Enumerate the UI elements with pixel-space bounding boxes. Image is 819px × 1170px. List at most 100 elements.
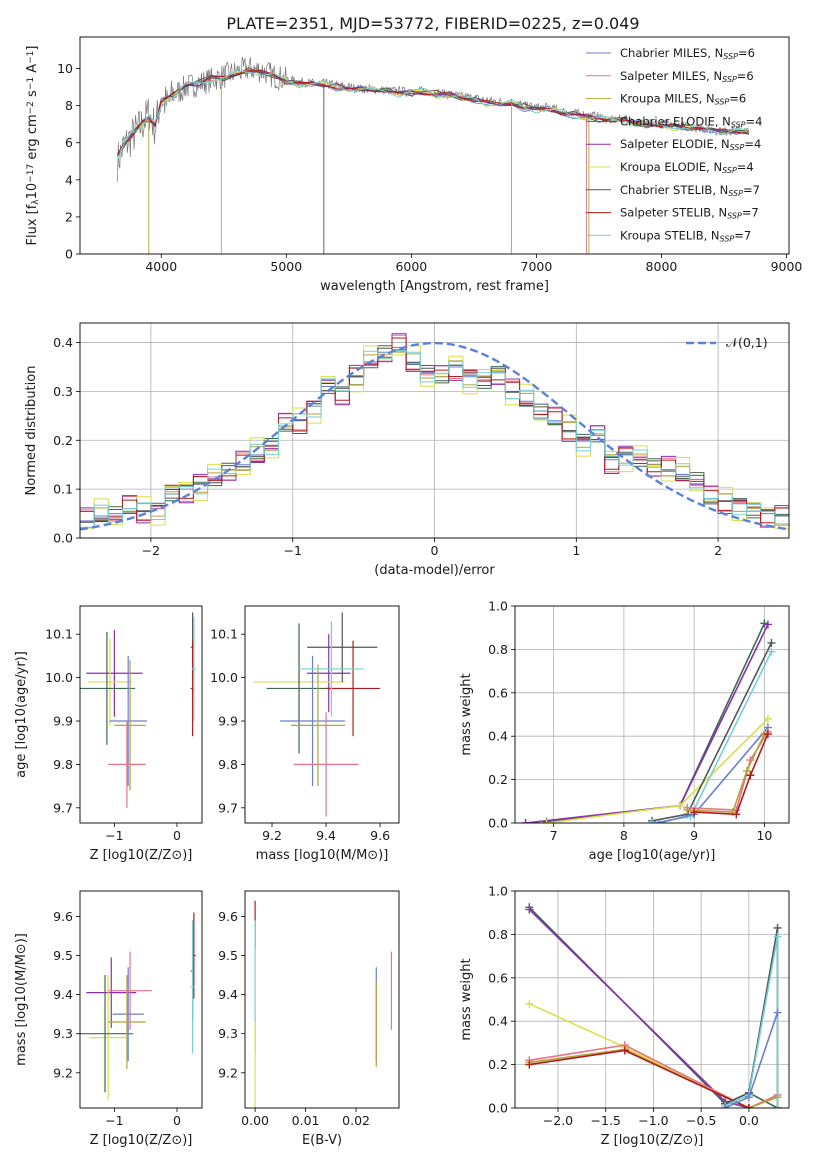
y-tick-label: 9.6	[218, 909, 238, 924]
weight-marker	[620, 1046, 629, 1055]
y-axis-label: mass weight	[459, 958, 474, 1040]
chart-mass-vs-Z: −1 0 9.2 9.3 9.4 9.5 9.6 Z [log10(Z/Z⊙)] mass [l…	[14, 890, 203, 1148]
weight-marker	[655, 819, 664, 823]
weight-marker	[744, 1104, 753, 1108]
x-tick-label: 1	[572, 543, 580, 558]
legend-subscript: SSP	[731, 120, 746, 129]
y-tick-label: 9.5	[218, 948, 238, 963]
x-tick-label: 6000	[395, 259, 427, 274]
chart-spectrum: 4000 5000 6000 7000 8000 9000 0 2 4 6 8 10 wavelengt…	[25, 36, 803, 294]
y-tick-label: 0.4	[488, 729, 508, 744]
y-axis-label-part: −1	[26, 77, 36, 90]
weight-marker	[521, 819, 530, 823]
y-tick-label: 10	[57, 61, 73, 76]
x-tick-label: 0	[431, 543, 439, 558]
clipped-series	[80, 612, 196, 808]
weight-marker	[683, 805, 692, 814]
weight-line	[687, 733, 766, 813]
weight-marker	[763, 730, 772, 739]
y-tick-label: 6	[65, 135, 73, 150]
x-tick-label: 9000	[771, 259, 803, 274]
chart-mass-vs-ebv: 0.00 0.01 0.02 9.2 9.3 9.4 9.5 9.6 E(B-V)	[218, 890, 400, 1148]
legend-label: Kroupa MILES, NSSP=6	[620, 92, 746, 107]
x-tick-label: −2.0	[543, 1113, 573, 1128]
weight-line	[529, 1049, 750, 1108]
x-tick-label: −1.5	[591, 1113, 621, 1128]
weight-marker	[763, 620, 772, 629]
x-tick-label: 0.00	[241, 1113, 269, 1128]
weight-marker	[773, 1008, 782, 1017]
x-tick-label: 10	[756, 828, 772, 843]
x-tick-label: −1.0	[638, 1113, 668, 1128]
figure-title: PLATE=2351, MJD=53772, FIBERID=0225, z=0…	[226, 14, 639, 33]
x-tick-label: 2	[714, 543, 722, 558]
legend-label: Kroupa STELIB, NSSP=7	[620, 228, 751, 243]
axes-frame	[79, 36, 790, 255]
y-axis-label-part: Flux [f	[25, 204, 40, 245]
model-spectrum-line	[117, 71, 750, 158]
legend-label: Chabrier ELODIE, NSSP=4	[620, 114, 762, 129]
y-tick-label: 2	[65, 209, 73, 224]
y-tick-label: 9.9	[218, 714, 238, 729]
clipped-series	[80, 333, 789, 531]
legend-subscript: SSP	[722, 166, 737, 175]
legend-suffix: =4	[737, 160, 754, 174]
y-tick-label: 0.2	[488, 772, 508, 787]
plot-area	[253, 612, 381, 817]
x-tick-label: 0	[173, 828, 181, 843]
x-tick-label: 5000	[270, 259, 302, 274]
axes-frame	[514, 890, 790, 1109]
x-tick-label: −0.5	[686, 1113, 716, 1128]
weight-marker	[773, 923, 782, 932]
x-axis-label: wavelength [Angstrom, rest frame]	[320, 279, 549, 294]
y-tick-label: 10.1	[45, 627, 73, 642]
x-axis-label: age [log10(age/yr)]	[589, 848, 716, 863]
normal-curve	[80, 341, 789, 531]
weight-line	[694, 733, 769, 816]
x-axis-label: mass [log10(M/M⊙)]	[256, 848, 389, 863]
chart-residuals: −2 −1 0 1 2 0.0 0.1 0.2 0.3 0.4 (data-model)/error…	[24, 322, 790, 578]
x-tick-label: 7	[550, 828, 558, 843]
x-tick-label: 0	[173, 1113, 181, 1128]
x-tick-label: 9.4	[316, 828, 336, 843]
axes-frame	[514, 605, 790, 824]
y-tick-label: 0.2	[53, 433, 73, 448]
y-tick-label: 0.0	[53, 531, 73, 546]
y-axis-label-part: λ	[31, 199, 41, 205]
clipped-series	[253, 612, 381, 817]
legend-subscript: SSP	[723, 52, 738, 61]
legend-label: Kroupa ELODIE, NSSP=4	[620, 160, 754, 175]
y-tick-label: 9.6	[53, 909, 73, 924]
y-axis-label: mass weight	[459, 673, 474, 755]
y-axis-label-part: ]	[25, 46, 40, 51]
y-tick-label: 0.6	[488, 970, 508, 985]
legend: Chabrier MILES, NSSP=6 Salpeter MILES, NS…	[586, 46, 762, 243]
legend-suffix: =6	[729, 92, 746, 106]
legend-suffix: =7	[734, 228, 751, 242]
legend-subscript: SSP	[722, 75, 737, 84]
y-tick-label: 0.8	[488, 927, 508, 942]
legend-label: Chabrier STELIB, NSSP=7	[620, 183, 760, 198]
clipped-series	[254, 900, 393, 1108]
axes-frame	[79, 605, 203, 824]
axes-frame	[79, 322, 790, 539]
chart-age-vs-Z: −1 0 9.7 9.8 9.9 10.0 10.1 Z [log10(Z/Z⊙)] age […	[14, 605, 203, 863]
y-tick-label: 0.0	[488, 816, 508, 831]
legend-suffix: =4	[746, 114, 763, 128]
y-axis-label: Flux [fλ10−17 erg cm−2 s−1 A−1]	[25, 46, 41, 246]
legend-subscript: SSP	[715, 98, 730, 107]
y-axis-label-part: A	[25, 64, 40, 77]
y-tick-label: 9.7	[218, 800, 238, 815]
legend-label: Salpeter MILES, NSSP=6	[620, 69, 754, 84]
legend-suffix: =7	[743, 183, 760, 197]
x-axis-label: Z [log10(Z/Z⊙)]	[90, 1133, 193, 1148]
y-axis-label-part: −17	[26, 164, 36, 183]
plot-area	[515, 890, 789, 1109]
y-tick-label: 10.1	[210, 627, 238, 642]
y-tick-label: 10.0	[45, 670, 73, 685]
axes-frame	[244, 605, 400, 824]
histogram-series	[80, 350, 789, 528]
x-tick-label: 7000	[521, 259, 553, 274]
weight-line	[529, 1044, 778, 1108]
